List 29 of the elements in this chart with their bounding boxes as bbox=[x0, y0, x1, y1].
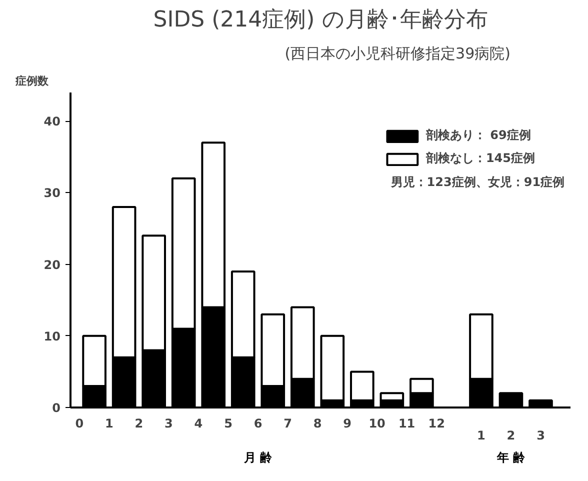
y-tick-label: 0 bbox=[52, 401, 61, 415]
x-tick-label: 4 bbox=[194, 416, 203, 430]
x-tick-label: 11 bbox=[398, 416, 416, 430]
x2-tick-label: 2 bbox=[506, 428, 516, 442]
x-tick-label: 5 bbox=[224, 416, 232, 430]
y-tick-label: 30 bbox=[44, 186, 61, 200]
y-tick-label: 20 bbox=[44, 258, 61, 272]
x-tick-label: 6 bbox=[254, 416, 262, 430]
x-tick-label: 12 bbox=[428, 416, 445, 430]
x-tick-label: 2 bbox=[134, 416, 144, 430]
x-tick-label: 7 bbox=[284, 416, 292, 430]
x-axis-title: 月 齢 bbox=[242, 450, 274, 464]
y-axis-title: 症例数 bbox=[14, 74, 50, 88]
x-tick-label: 1 bbox=[105, 416, 114, 430]
legend-label: 剖検あり： 69症例 bbox=[426, 127, 531, 144]
x-tick-label: 8 bbox=[313, 416, 322, 430]
annotation: 男児：123症例、女児：91症例 bbox=[390, 175, 565, 190]
x-tick-label: 0 bbox=[75, 416, 84, 430]
x2-tick-label: 3 bbox=[536, 428, 545, 442]
text: 年 齢 bbox=[496, 450, 526, 464]
y-tick-label: 10 bbox=[44, 329, 61, 344]
legend-label: 剖検なし：145症例 bbox=[426, 150, 535, 167]
y-tick-label: 40 bbox=[44, 114, 61, 129]
chart-subtitle: (西日本の小児科研修指定39病院) bbox=[284, 44, 511, 62]
chart-title: SIDS (214症例) の月齢･年齢分布 bbox=[153, 8, 488, 32]
x-tick-label: 10 bbox=[368, 416, 386, 430]
x-tick-label: 3 bbox=[164, 416, 173, 430]
x-tick-label: 9 bbox=[343, 416, 352, 430]
x2-tick-label: 1 bbox=[477, 428, 486, 442]
